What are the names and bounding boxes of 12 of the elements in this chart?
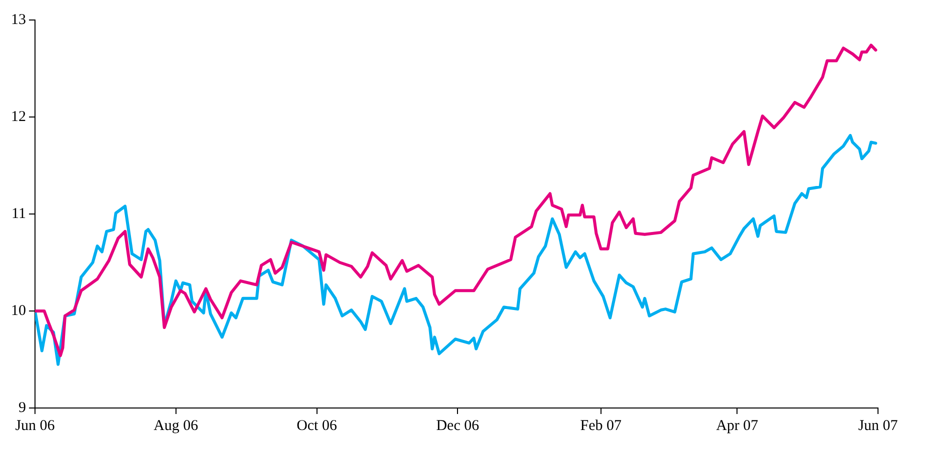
x-tick-label: Jun 06 [15,418,56,434]
x-tick-label: Aug 06 [154,418,199,434]
y-tick-label: 13 [11,12,26,28]
y-tick-label: 10 [11,302,26,319]
y-tick-label: 9 [18,400,26,416]
y-tick-label: 12 [11,108,26,125]
x-tick-label: Jun 07 [858,418,898,434]
x-tick-label: Feb 07 [580,418,622,434]
y-tick-label: 11 [12,206,26,222]
x-tick-label: Oct 06 [296,418,338,434]
x-tick-label: Dec 06 [436,418,480,434]
x-tick-label: Apr 07 [716,418,759,434]
